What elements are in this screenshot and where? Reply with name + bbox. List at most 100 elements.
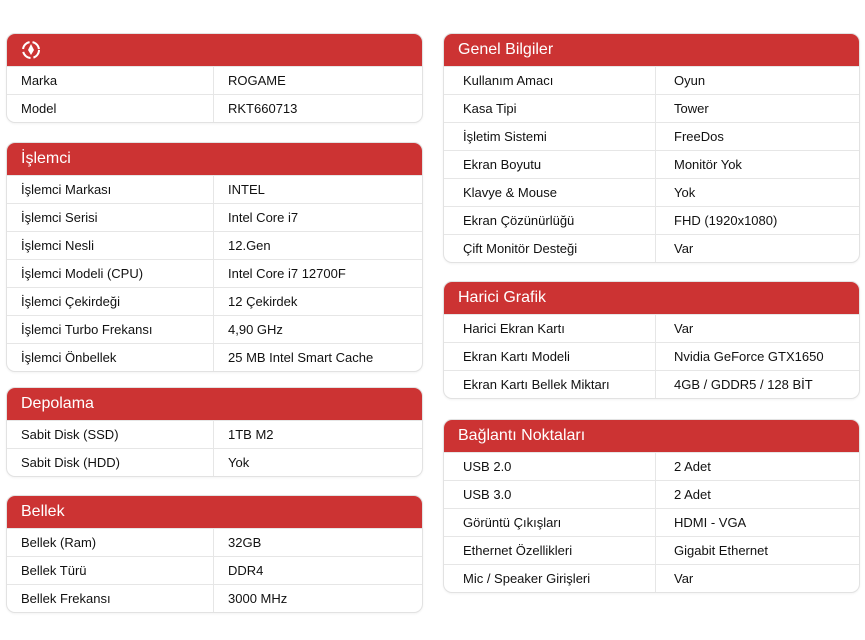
spec-row: Kasa Tipi Tower <box>444 94 859 122</box>
spec-value: ROGAME <box>228 73 286 88</box>
spec-row: Ekran Boyutu Monitör Yok <box>444 150 859 178</box>
spec-label: Sabit Disk (HDD) <box>7 449 214 476</box>
spec-section: Harici Grafik Harici Ekran Kartı Var Ekran … <box>443 281 860 399</box>
spec-label: İşlemci Çekirdeği <box>7 288 214 315</box>
spec-value: 25 MB Intel Smart Cache <box>228 350 374 365</box>
spec-label: Görüntü Çıkışları <box>444 509 656 536</box>
spec-row: İşlemci Nesli 12.Gen <box>7 231 422 259</box>
spec-value: 4,90 GHz <box>228 322 283 337</box>
spec-label: USB 3.0 <box>444 481 656 508</box>
section-title: İşlemci <box>21 150 71 167</box>
spec-label: Ekran Çözünürlüğü <box>444 207 656 234</box>
spec-row: İşlemci Önbellek 25 MB Intel Smart Cache <box>7 343 422 371</box>
spec-row: İşlemci Markası INTEL <box>7 175 422 203</box>
spec-label: İşlemci Turbo Frekansı <box>7 316 214 343</box>
spec-value: 12 Çekirdek <box>228 294 298 309</box>
spec-label: İşlemci Nesli <box>7 232 214 259</box>
spec-value: Gigabit Ethernet <box>674 543 768 558</box>
section-header: Genel Bilgiler <box>444 34 859 66</box>
spec-label: Ethernet Özellikleri <box>444 537 656 564</box>
spec-value: FreeDos <box>674 129 724 144</box>
section-title: Genel Bilgiler <box>458 41 554 58</box>
spec-label: Model <box>7 95 214 122</box>
section-header <box>7 34 422 66</box>
spec-label: Bellek Frekansı <box>7 585 214 612</box>
spec-section: İşlemci İşlemci Markası INTEL İşlemci Seris… <box>6 142 423 372</box>
spec-label: Kasa Tipi <box>444 95 656 122</box>
spec-row: İşlemci Çekirdeği 12 Çekirdek <box>7 287 422 315</box>
section-header: İşlemci <box>7 143 422 175</box>
spec-value: RKT660713 <box>228 101 298 116</box>
spec-label: İşlemci Önbellek <box>7 344 214 371</box>
spec-label: İşlemci Serisi <box>7 204 214 231</box>
spec-value: Yok <box>228 455 250 470</box>
spec-row: Bellek Türü DDR4 <box>7 556 422 584</box>
spec-row: Sabit Disk (HDD) Yok <box>7 448 422 476</box>
spec-label: USB 2.0 <box>444 453 656 480</box>
spec-section: Bellek Bellek (Ram) 32GB Bellek Türü DDR4 Bel… <box>6 495 423 613</box>
section-title: Depolama <box>21 395 94 412</box>
spec-row: İşlemci Turbo Frekansı 4,90 GHz <box>7 315 422 343</box>
spec-row: USB 3.0 2 Adet <box>444 480 859 508</box>
spec-value: FHD (1920x1080) <box>674 213 778 228</box>
spec-value: INTEL <box>228 182 265 197</box>
spec-label: Mic / Speaker Girişleri <box>444 565 656 592</box>
spec-label: Ekran Boyutu <box>444 151 656 178</box>
spec-row: Ekran Çözünürlüğü FHD (1920x1080) <box>444 206 859 234</box>
spec-value: Monitör Yok <box>674 157 742 172</box>
spec-section: Bağlantı Noktaları USB 2.0 2 Adet USB 3.0 2 … <box>443 419 860 593</box>
spec-value: HDMI - VGA <box>674 515 747 530</box>
section-header: Depolama <box>7 388 422 420</box>
spec-row: Bellek Frekansı 3000 MHz <box>7 584 422 612</box>
spec-label: Bellek (Ram) <box>7 529 214 556</box>
spec-row: Klavye & Mouse Yok <box>444 178 859 206</box>
spec-row: Sabit Disk (SSD) 1TB M2 <box>7 420 422 448</box>
spec-label: İşlemci Markası <box>7 176 214 203</box>
spec-row: Ekran Kartı Bellek Miktarı 4GB / GDDR5 / … <box>444 370 859 398</box>
spec-value: DDR4 <box>228 563 264 578</box>
spec-row: İşletim Sistemi FreeDos <box>444 122 859 150</box>
spec-value: Var <box>674 321 694 336</box>
spec-value: Intel Core i7 12700F <box>228 266 346 281</box>
section-title: Harici Grafik <box>458 289 547 306</box>
spec-label: İşletim Sistemi <box>444 123 656 150</box>
spec-label: Sabit Disk (SSD) <box>7 421 214 448</box>
spec-label: Klavye & Mouse <box>444 179 656 206</box>
spec-value: Yok <box>674 185 696 200</box>
spec-row: İşlemci Modeli (CPU) Intel Core i7 12700F <box>7 259 422 287</box>
section-title: Bağlantı Noktaları <box>458 427 586 444</box>
spec-value: 1TB M2 <box>228 427 274 442</box>
spec-value: 4GB / GDDR5 / 128 BİT <box>674 377 813 392</box>
section-header: Harici Grafik <box>444 282 859 314</box>
spec-label: Ekran Kartı Modeli <box>444 343 656 370</box>
spec-value: Var <box>674 571 694 586</box>
section-header: Bellek <box>7 496 422 528</box>
spec-row: Kullanım Amacı Oyun <box>444 66 859 94</box>
spec-label: Çift Monitör Desteği <box>444 235 656 262</box>
spec-row: Ekran Kartı Modeli Nvidia GeForce GTX1650 <box>444 342 859 370</box>
spec-value: 2 Adet <box>674 487 711 502</box>
spec-value: Var <box>674 241 694 256</box>
spec-label: Ekran Kartı Bellek Miktarı <box>444 371 656 398</box>
spec-row: Görüntü Çıkışları HDMI - VGA <box>444 508 859 536</box>
spec-value: Oyun <box>674 73 706 88</box>
spec-value: Nvidia GeForce GTX1650 <box>674 349 824 364</box>
spec-label: Marka <box>7 67 214 94</box>
spec-value: 2 Adet <box>674 459 711 474</box>
spec-row: Bellek (Ram) 32GB <box>7 528 422 556</box>
spec-row: Mic / Speaker Girişleri Var <box>444 564 859 592</box>
spec-row: Harici Ekran Kartı Var <box>444 314 859 342</box>
spec-value: Intel Core i7 <box>228 210 299 225</box>
spec-row: İşlemci Serisi Intel Core i7 <box>7 203 422 231</box>
spec-label: Harici Ekran Kartı <box>444 315 656 342</box>
spec-section: Marka ROGAME Model RKT660713 <box>6 33 423 123</box>
spec-value: 32GB <box>228 535 262 550</box>
section-title: Bellek <box>21 503 65 520</box>
spec-label: İşlemci Modeli (CPU) <box>7 260 214 287</box>
spec-row: Model RKT660713 <box>7 94 422 122</box>
spec-section: Depolama Sabit Disk (SSD) 1TB M2 Sabit Disk… <box>6 387 423 477</box>
spec-value: 3000 MHz <box>228 591 288 606</box>
section-header: Bağlantı Noktaları <box>444 420 859 452</box>
spec-row: Çift Monitör Desteği Var <box>444 234 859 262</box>
brand-logo-icon <box>22 41 40 59</box>
